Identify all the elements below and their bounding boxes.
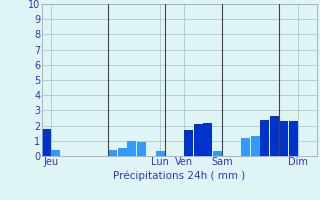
- Bar: [137, 142, 146, 156]
- Bar: [194, 124, 203, 156]
- Bar: [127, 141, 136, 156]
- Bar: [241, 138, 250, 156]
- Bar: [156, 151, 165, 156]
- Bar: [260, 120, 269, 156]
- Bar: [184, 130, 193, 156]
- Bar: [42, 129, 51, 156]
- Bar: [269, 116, 279, 156]
- Bar: [51, 150, 60, 156]
- Bar: [118, 148, 127, 156]
- Bar: [251, 136, 260, 156]
- Bar: [279, 121, 288, 156]
- Bar: [108, 150, 117, 156]
- X-axis label: Précipitations 24h ( mm ): Précipitations 24h ( mm ): [113, 170, 245, 181]
- Bar: [213, 151, 222, 156]
- Bar: [289, 121, 298, 156]
- Bar: [203, 123, 212, 156]
